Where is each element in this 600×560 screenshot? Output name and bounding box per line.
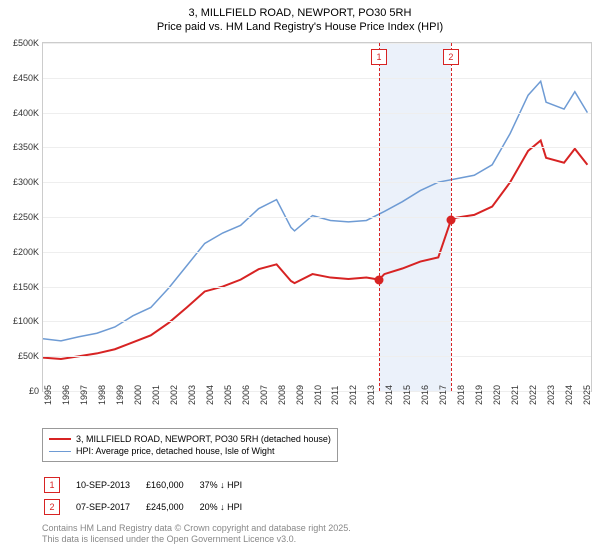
chart-title: 3, MILLFIELD ROAD, NEWPORT, PO30 5RH Pri… bbox=[0, 0, 600, 37]
x-axis-label: 1997 bbox=[79, 385, 89, 405]
y-axis-label: £0 bbox=[0, 386, 43, 396]
x-axis-label: 2010 bbox=[313, 385, 323, 405]
x-axis-label: 2013 bbox=[366, 385, 376, 405]
sale-dot bbox=[374, 275, 383, 284]
x-axis-label: 1999 bbox=[115, 385, 125, 405]
x-axis-label: 2017 bbox=[438, 385, 448, 405]
sale-marker-ref: 2 bbox=[44, 499, 60, 515]
sale-marker-box: 1 bbox=[371, 49, 387, 65]
legend-row-property: 3, MILLFIELD ROAD, NEWPORT, PO30 5RH (de… bbox=[49, 433, 331, 445]
plot-area: £0£50K£100K£150K£200K£250K£300K£350K£400… bbox=[42, 42, 592, 392]
x-axis-label: 2008 bbox=[277, 385, 287, 405]
attribution: Contains HM Land Registry data © Crown c… bbox=[42, 523, 351, 545]
x-axis-label: 2007 bbox=[259, 385, 269, 405]
y-axis-label: £100K bbox=[0, 316, 43, 326]
gridline bbox=[43, 182, 591, 183]
gridline bbox=[43, 113, 591, 114]
gridline bbox=[43, 147, 591, 148]
title-line-1: 3, MILLFIELD ROAD, NEWPORT, PO30 5RH bbox=[10, 6, 590, 20]
y-axis-label: £200K bbox=[0, 247, 43, 257]
x-axis-label: 2002 bbox=[169, 385, 179, 405]
legend-label-hpi: HPI: Average price, detached house, Isle… bbox=[76, 446, 274, 456]
y-axis-label: £50K bbox=[0, 351, 43, 361]
y-axis-label: £450K bbox=[0, 73, 43, 83]
y-axis-label: £500K bbox=[0, 38, 43, 48]
legend: 3, MILLFIELD ROAD, NEWPORT, PO30 5RH (de… bbox=[42, 428, 338, 462]
sale-dot bbox=[446, 216, 455, 225]
attribution-line-1: Contains HM Land Registry data © Crown c… bbox=[42, 523, 351, 534]
x-axis-label: 2004 bbox=[205, 385, 215, 405]
x-axis-label: 2024 bbox=[564, 385, 574, 405]
x-axis-label: 2019 bbox=[474, 385, 484, 405]
legend-swatch-hpi bbox=[49, 451, 71, 452]
x-axis-label: 2003 bbox=[187, 385, 197, 405]
gridline bbox=[43, 356, 591, 357]
sale-date: 07-SEP-2017 bbox=[76, 497, 144, 517]
gridline bbox=[43, 43, 591, 44]
x-axis-label: 1996 bbox=[61, 385, 71, 405]
sale-marker-box: 2 bbox=[443, 49, 459, 65]
attribution-line-2: This data is licensed under the Open Gov… bbox=[42, 534, 351, 545]
x-axis-label: 1995 bbox=[43, 385, 53, 405]
x-axis-label: 2011 bbox=[330, 386, 340, 405]
y-axis-label: £300K bbox=[0, 177, 43, 187]
x-axis-label: 2000 bbox=[133, 385, 143, 405]
x-axis-label: 2015 bbox=[402, 385, 412, 405]
title-line-2: Price paid vs. HM Land Registry's House … bbox=[10, 20, 590, 34]
x-axis-label: 2009 bbox=[295, 385, 305, 405]
y-axis-label: £400K bbox=[0, 108, 43, 118]
x-axis-label: 2021 bbox=[510, 385, 520, 405]
sale-vline bbox=[379, 43, 380, 391]
x-axis-label: 2022 bbox=[528, 385, 538, 405]
sale-price: £160,000 bbox=[146, 475, 198, 495]
x-axis-label: 2023 bbox=[546, 385, 556, 405]
x-axis-label: 2014 bbox=[384, 385, 394, 405]
x-axis-label: 2006 bbox=[241, 385, 251, 405]
x-axis-label: 2020 bbox=[492, 385, 502, 405]
x-axis-label: 2005 bbox=[223, 385, 233, 405]
y-axis-label: £350K bbox=[0, 142, 43, 152]
x-axis-label: 1998 bbox=[97, 385, 107, 405]
y-axis-label: £250K bbox=[0, 212, 43, 222]
gridline bbox=[43, 252, 591, 253]
legend-row-hpi: HPI: Average price, detached house, Isle… bbox=[49, 445, 331, 457]
x-axis-label: 2025 bbox=[582, 385, 592, 405]
x-axis-label: 2001 bbox=[151, 385, 161, 405]
legend-swatch-property bbox=[49, 438, 71, 440]
x-axis-label: 2016 bbox=[420, 385, 430, 405]
sale-marker-ref: 1 bbox=[44, 477, 60, 493]
sale-diff: 20% ↓ HPI bbox=[200, 497, 257, 517]
x-axis-label: 2018 bbox=[456, 385, 466, 405]
x-axis-label: 2012 bbox=[348, 385, 358, 405]
gridline bbox=[43, 217, 591, 218]
sale-diff: 37% ↓ HPI bbox=[200, 475, 257, 495]
sales-table: 1 10-SEP-2013£160,00037% ↓ HPI 2 07-SEP-201… bbox=[42, 473, 258, 519]
legend-label-property: 3, MILLFIELD ROAD, NEWPORT, PO30 5RH (de… bbox=[76, 434, 331, 444]
gridline bbox=[43, 321, 591, 322]
sales-table-row: 1 10-SEP-2013£160,00037% ↓ HPI bbox=[44, 475, 256, 495]
gridline bbox=[43, 287, 591, 288]
gridline bbox=[43, 78, 591, 79]
y-axis-label: £150K bbox=[0, 282, 43, 292]
sale-date: 10-SEP-2013 bbox=[76, 475, 144, 495]
sales-table-row: 2 07-SEP-2017£245,00020% ↓ HPI bbox=[44, 497, 256, 517]
sale-price: £245,000 bbox=[146, 497, 198, 517]
